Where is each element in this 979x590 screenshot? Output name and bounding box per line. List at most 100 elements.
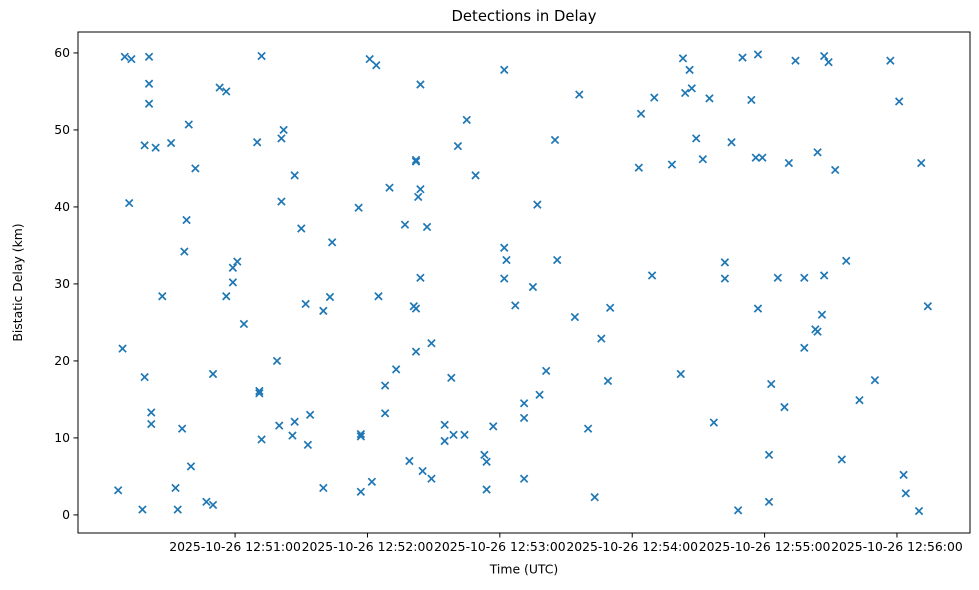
scatter-point <box>733 506 743 515</box>
scatter-point <box>449 430 458 440</box>
scatter-point <box>405 456 414 466</box>
scatter-point <box>453 141 463 151</box>
scatter-point <box>158 292 167 301</box>
scatter-point <box>837 455 847 464</box>
x-axis-label: Time (UTC) <box>489 562 559 577</box>
y-tick-label: 60 <box>54 45 70 60</box>
scatter-point <box>372 61 381 70</box>
scatter-point <box>676 369 685 379</box>
scatter-point <box>605 303 615 312</box>
scatter-point <box>411 304 421 313</box>
scatter-point <box>144 79 154 88</box>
scatter-point <box>800 273 809 282</box>
scatter-point <box>482 485 491 494</box>
scatter-point <box>685 65 694 75</box>
scatter-point <box>636 109 646 118</box>
scatter-point <box>140 372 149 382</box>
x-tick-label: 2025-10-26 12:55:00 <box>699 539 831 554</box>
scatter-point <box>124 198 134 208</box>
scatter-point <box>914 506 924 516</box>
scatter-point <box>460 430 469 440</box>
scatter-point <box>767 379 776 389</box>
scatter-point <box>191 164 200 173</box>
scatter-point <box>186 462 196 471</box>
scatter-point <box>277 197 286 206</box>
scatter-point <box>319 306 328 316</box>
scatter-point <box>356 429 366 439</box>
scatter-point <box>440 420 449 430</box>
scatter-point <box>753 304 763 313</box>
scatter-point <box>747 95 756 105</box>
scatter-point <box>480 450 489 460</box>
scatter-point <box>166 138 176 148</box>
scatter-point <box>277 134 286 143</box>
x-tick-label: 2025-10-26 12:51:00 <box>169 539 301 554</box>
scatter-point <box>570 312 580 322</box>
y-tick-label: 0 <box>62 507 70 522</box>
scatter-point <box>325 292 335 302</box>
scatter-point <box>118 344 127 353</box>
scatter-point <box>140 141 149 150</box>
x-tick-label: 2025-10-26 12:56:00 <box>831 539 963 554</box>
scatter-point <box>208 500 218 510</box>
scatter-point <box>440 436 449 446</box>
scatter-point <box>462 115 471 125</box>
x-tick-label: 2025-10-26 12:52:00 <box>302 539 434 554</box>
scatter-point <box>519 413 529 423</box>
scatter-point <box>422 222 432 232</box>
scatter-point <box>257 51 266 61</box>
scatter-point <box>753 50 763 59</box>
scatter-point <box>215 83 224 92</box>
scatter-point <box>416 185 425 194</box>
scatter-point <box>687 84 696 93</box>
scatter-point <box>764 450 774 460</box>
scatter-point <box>817 310 827 319</box>
scatter-point <box>144 52 154 61</box>
scatter-point <box>356 487 366 497</box>
scatter-point <box>411 155 421 165</box>
scatter-point <box>228 278 238 287</box>
scatter-point <box>500 243 509 252</box>
scatter-point <box>917 158 926 168</box>
scatter-point <box>751 153 760 162</box>
scatter-point <box>773 273 783 282</box>
scatter-point <box>233 257 242 266</box>
y-tick-label: 30 <box>54 276 70 291</box>
scatter-point <box>222 292 231 301</box>
scatter-point <box>427 474 436 483</box>
scatter-point <box>705 94 714 103</box>
scatter-point <box>255 386 264 396</box>
scatter-point <box>222 87 231 96</box>
scatter-point <box>290 171 299 180</box>
scatter-point <box>414 192 423 202</box>
scatter-point <box>813 148 822 157</box>
scatter-point <box>590 492 599 502</box>
scatter-point <box>575 90 584 99</box>
scatter-point <box>385 183 394 192</box>
scatter-point <box>177 424 187 433</box>
scatter-point <box>511 301 520 310</box>
scatter-point <box>416 273 425 282</box>
scatter-point <box>870 375 880 385</box>
scatter-point <box>680 88 690 98</box>
scatter-point <box>528 282 538 292</box>
scatter-point <box>698 154 708 164</box>
scatter-point <box>411 347 421 356</box>
scatter-point <box>228 263 238 272</box>
scatter-point <box>182 215 191 225</box>
scatter-point <box>305 410 315 420</box>
x-tick-label: 2025-10-26 12:53:00 <box>434 539 566 554</box>
scatter-point <box>354 203 363 212</box>
scatter-point <box>290 417 299 426</box>
scatter-point <box>720 258 730 267</box>
scatter-point <box>255 389 264 398</box>
scatter-point <box>667 160 677 169</box>
scatter-point <box>113 486 123 495</box>
y-axis-label: Bistatic Delay (km) <box>10 223 25 341</box>
scatter-point <box>727 138 736 147</box>
scatter-point <box>173 505 182 514</box>
y-tick-label: 20 <box>54 353 70 368</box>
scatter-point <box>411 157 421 166</box>
scatter-point <box>138 505 147 514</box>
